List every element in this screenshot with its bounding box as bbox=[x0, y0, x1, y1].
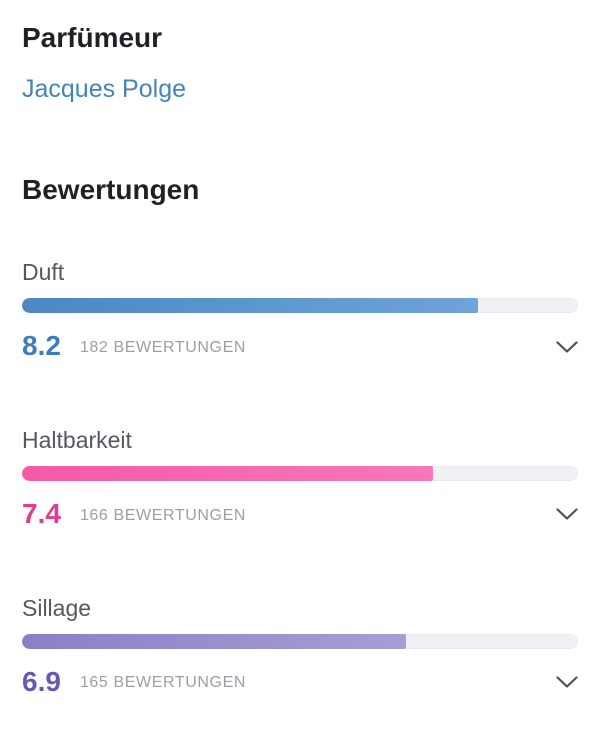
rating-score: 8.2 bbox=[22, 330, 61, 362]
rating-item-sillage: Sillage 6.9 165 BEWERTUNGEN bbox=[22, 594, 578, 701]
rating-bar-fill bbox=[22, 298, 478, 314]
rating-bar-fill bbox=[22, 465, 434, 481]
chevron-down-icon[interactable] bbox=[556, 506, 578, 521]
rating-count: 165 BEWERTUNGEN bbox=[79, 674, 247, 692]
rating-bar-track bbox=[22, 298, 578, 314]
ratings-section-title: Bewertungen bbox=[22, 173, 200, 205]
rating-item-duft: Duft 8.2 182 BEWERTUNGEN bbox=[22, 258, 578, 365]
rating-count: 182 BEWERTUNGEN bbox=[79, 339, 247, 357]
chevron-down-icon[interactable] bbox=[556, 674, 578, 689]
rating-bar-fill bbox=[22, 633, 406, 649]
rating-label: Haltbarkeit bbox=[22, 426, 132, 453]
page-container: Parfümeur Jacques Polge Bewertungen Duft… bbox=[22, 22, 578, 701]
perfumer-link[interactable]: Jacques Polge bbox=[22, 75, 187, 104]
chevron-down-icon[interactable] bbox=[556, 339, 578, 354]
rating-bar-track bbox=[22, 633, 578, 649]
perfumer-section-title: Parfümeur bbox=[22, 22, 163, 53]
rating-label: Sillage bbox=[22, 594, 92, 621]
rating-item-haltbarkeit: Haltbarkeit 7.4 166 BEWERTUNGEN bbox=[22, 426, 578, 533]
rating-meta-row: 8.2 182 BEWERTUNGEN bbox=[22, 327, 578, 365]
rating-count: 166 BEWERTUNGEN bbox=[79, 506, 247, 524]
rating-meta-row: 6.9 165 BEWERTUNGEN bbox=[22, 663, 578, 701]
rating-meta-row: 7.4 166 BEWERTUNGEN bbox=[22, 495, 578, 533]
rating-score: 7.4 bbox=[22, 497, 61, 529]
rating-label: Duft bbox=[22, 259, 65, 286]
rating-bar-track bbox=[22, 465, 578, 481]
rating-score: 6.9 bbox=[22, 665, 61, 697]
